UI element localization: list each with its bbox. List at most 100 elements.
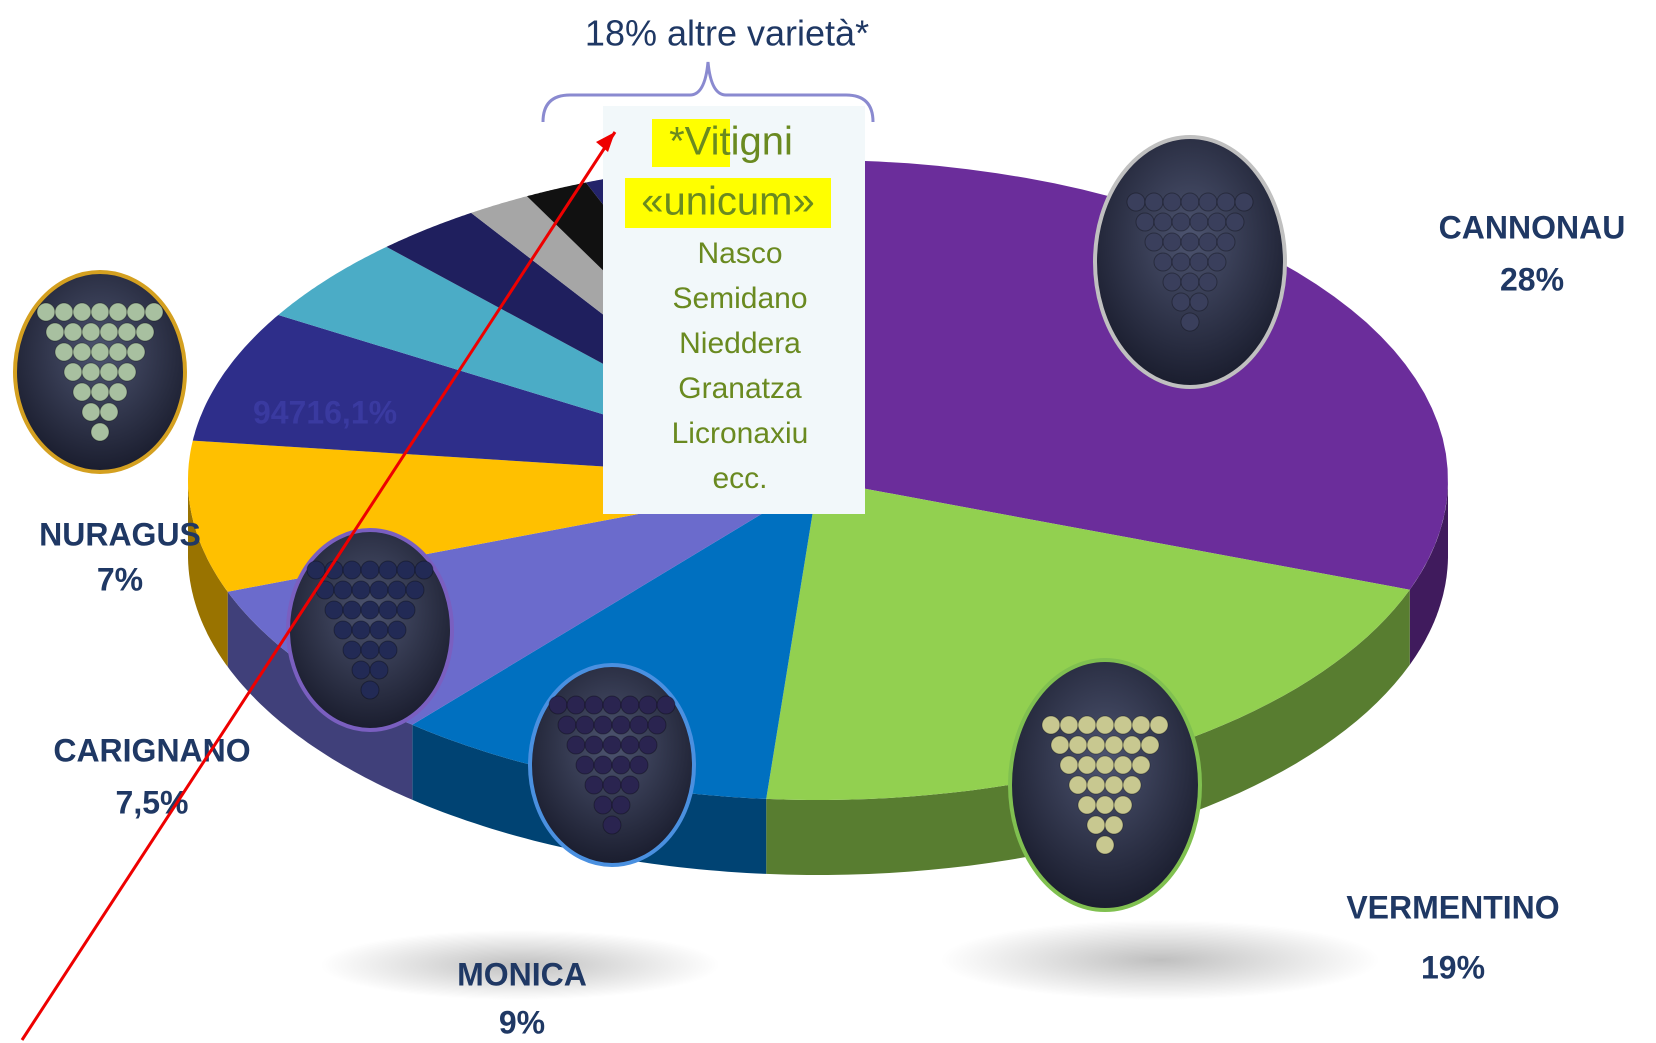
grape-berry xyxy=(1171,252,1191,272)
grape-berry xyxy=(99,322,119,342)
grape-berry xyxy=(629,715,649,735)
grape-berry xyxy=(414,560,434,580)
grape-berry xyxy=(566,695,586,715)
grape-berry xyxy=(81,362,101,382)
grape-berry xyxy=(1104,775,1124,795)
grape-berry xyxy=(54,342,74,362)
grape-berry xyxy=(1189,292,1209,312)
grape-berry xyxy=(99,362,119,382)
grape-berry xyxy=(135,322,155,342)
grape-berry xyxy=(584,735,604,755)
grape-berry xyxy=(360,560,380,580)
grape-berry xyxy=(1216,192,1236,212)
grape-berry xyxy=(1104,735,1124,755)
grape-berry xyxy=(602,695,622,715)
grape-berry xyxy=(548,695,568,715)
grape-berry xyxy=(557,715,577,735)
grape-berry xyxy=(629,755,649,775)
shadow xyxy=(940,920,1380,1000)
grape-berry xyxy=(144,302,164,322)
grape-berry xyxy=(378,640,398,660)
grape-berry xyxy=(1041,715,1061,735)
grape-berry xyxy=(324,600,344,620)
grape-berry xyxy=(1198,272,1218,292)
arrow xyxy=(20,131,617,1041)
grape-berry xyxy=(1153,212,1173,232)
grape-berry xyxy=(1180,312,1200,332)
grape-berry xyxy=(1095,755,1115,775)
grape-berry xyxy=(1059,715,1079,735)
category-label: VERMENTINO xyxy=(1346,889,1559,925)
value-label: 9% xyxy=(499,1004,545,1040)
grape-berry xyxy=(90,302,110,322)
grape-berry xyxy=(1095,715,1115,735)
grape-berry xyxy=(72,382,92,402)
grape-photo xyxy=(1093,135,1287,389)
slice-side xyxy=(188,480,228,667)
grape-berry xyxy=(351,580,371,600)
slice xyxy=(412,480,818,799)
grape-berry xyxy=(36,302,56,322)
grape-berry xyxy=(1086,815,1106,835)
note-item: ecc. xyxy=(712,462,767,495)
grape-berry xyxy=(1135,212,1155,232)
grape-berry xyxy=(1086,775,1106,795)
grape-berry xyxy=(656,695,676,715)
grape-berry xyxy=(342,640,362,660)
grape-berry xyxy=(1144,192,1164,212)
brace xyxy=(541,61,875,123)
grape-berry xyxy=(333,580,353,600)
shadow xyxy=(320,930,720,1000)
grape-berry xyxy=(81,322,101,342)
grape-berry xyxy=(90,342,110,362)
grape-berry xyxy=(72,342,92,362)
grape-berry xyxy=(90,422,110,442)
grape-berry xyxy=(620,695,640,715)
grape-berry xyxy=(1077,755,1097,775)
note-title: «unicum» xyxy=(641,180,814,224)
grape-berry xyxy=(584,695,604,715)
grape-berry xyxy=(1207,252,1227,272)
grape-berry xyxy=(1077,795,1097,815)
grape-berry xyxy=(351,660,371,680)
grape-berry xyxy=(342,560,362,580)
note-item: Nieddera xyxy=(679,327,801,360)
grape-berry xyxy=(1171,212,1191,232)
note-box xyxy=(603,106,865,514)
arrow-head xyxy=(596,132,615,152)
grape-berry xyxy=(1207,212,1227,232)
grape-berry xyxy=(360,680,380,700)
grape-berry xyxy=(638,695,658,715)
slice-side xyxy=(1409,480,1448,665)
grape-berry xyxy=(1068,735,1088,755)
grape-berry xyxy=(1153,252,1173,272)
note-title: *Vitigni xyxy=(669,120,793,164)
grape-berry xyxy=(1113,795,1133,815)
category-label: MONICA xyxy=(457,956,587,992)
grape-berry xyxy=(117,322,137,342)
note-item: Licronaxiu xyxy=(672,417,809,450)
grape-berry xyxy=(1122,735,1142,755)
grape-berry xyxy=(387,620,407,640)
grape-berry xyxy=(566,735,586,755)
grape-berry xyxy=(1095,795,1115,815)
grape-berry xyxy=(63,362,83,382)
grape-berry xyxy=(306,560,326,580)
grape-berry xyxy=(360,640,380,660)
grape-berry xyxy=(1149,715,1169,735)
grape-photo xyxy=(286,528,454,732)
grape-berry xyxy=(63,322,83,342)
grape-berry xyxy=(1162,232,1182,252)
category-label: CANNONAU xyxy=(1439,209,1626,245)
grape-berry xyxy=(126,342,146,362)
grape-berry xyxy=(593,795,613,815)
grape-berry xyxy=(1162,192,1182,212)
slice xyxy=(818,160,1448,590)
grape-berry xyxy=(99,402,119,422)
grape-photo xyxy=(1008,658,1202,912)
value-label: 28% xyxy=(1500,261,1564,297)
grape-berry xyxy=(108,342,128,362)
value-label: 94716,1% xyxy=(253,394,397,430)
grape-berry xyxy=(72,302,92,322)
